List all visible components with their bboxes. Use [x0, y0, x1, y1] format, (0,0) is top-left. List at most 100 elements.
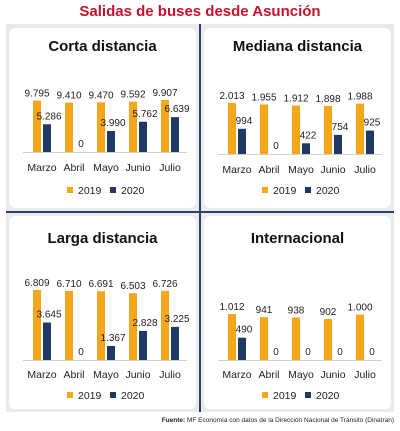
x-tick-label: Mayo — [288, 164, 314, 176]
legend-label-2020: 2020 — [121, 390, 145, 402]
bar-2020 — [366, 130, 374, 154]
bar-2019 — [97, 102, 105, 152]
bar-2019 — [65, 102, 73, 152]
legend-label-2019: 2019 — [273, 185, 297, 197]
legend-swatch-2020 — [110, 392, 116, 398]
bar-chart: 9.795 5.286 Marzo 9.410 0 Abril 9.470 3.990 Mayo… — [23, 88, 190, 197]
legend-label-2020: 2020 — [121, 185, 145, 197]
data-label-2019: 1.012 — [219, 302, 244, 313]
bar-chart: 1.012 490 Marzo 941 0 Abril 938 0 Mayo 902 0 Junio 1… — [218, 302, 382, 402]
bar-2020 — [238, 337, 246, 360]
bar-2019 — [33, 100, 41, 152]
bar-2019 — [228, 103, 236, 154]
data-label-2020: 6.639 — [164, 104, 189, 115]
bar-2020 — [139, 330, 147, 360]
legend-label-2020: 2020 — [316, 185, 340, 197]
legend-swatch-2020 — [305, 392, 311, 398]
source-note: Fuente: MF Economía con datos de la Dire… — [162, 417, 394, 424]
data-label-2020: 0 — [273, 347, 279, 358]
data-label-2020: 0 — [305, 347, 311, 358]
bar-2020 — [171, 117, 179, 152]
data-label-2019: 6.691 — [88, 279, 113, 290]
legend-label-2019: 2019 — [78, 390, 102, 402]
data-label-2020: 0 — [369, 347, 375, 358]
legend-swatch-2019 — [262, 392, 268, 398]
data-label-2020: 0 — [78, 347, 84, 358]
x-tick-label: Abril — [258, 369, 279, 381]
chart-title: Larga distancia — [47, 230, 158, 247]
source-text: MF Economía con datos de la Dirección Na… — [186, 417, 394, 424]
data-label-2020: 5.286 — [36, 111, 61, 122]
data-label-2019: 1.988 — [347, 92, 372, 103]
x-tick-label: Julio — [159, 162, 181, 174]
bar-2020 — [334, 134, 342, 154]
bar-2019 — [228, 314, 236, 360]
data-label-2020: 3.645 — [36, 310, 61, 321]
bar-chart: 6.809 3.645 Marzo 6.710 0 Abril 6.691 1.367 Mayo… — [23, 278, 190, 402]
legend-label-2019: 2019 — [78, 185, 102, 197]
vertical-divider — [199, 24, 201, 412]
legend-label-2019: 2019 — [273, 390, 297, 402]
x-tick-label: Mayo — [93, 369, 119, 381]
bar-2019 — [260, 317, 268, 360]
data-label-2019: 938 — [288, 305, 305, 316]
chart-panel-corta: Corta distancia 9.795 5.286 Marzo 9.410 0 Abr… — [9, 28, 196, 208]
chart-panel-internacional: Internacional 1.012 490 Marzo 941 0 Abril 938 0… — [204, 216, 391, 409]
page-title: Salidas de buses desde Asunción — [79, 3, 321, 20]
data-label-2020: 0 — [78, 139, 84, 150]
x-tick-label: Marzo — [222, 369, 251, 381]
data-label-2019: 1.912 — [283, 94, 308, 105]
bar-2019 — [356, 314, 364, 360]
legend-swatch-2019 — [67, 187, 73, 193]
x-tick-label: Marzo — [27, 369, 56, 381]
data-label-2019: 902 — [320, 307, 337, 318]
legend-swatch-2020 — [110, 187, 116, 193]
x-tick-label: Junio — [320, 369, 345, 381]
bar-2019 — [161, 290, 169, 360]
x-tick-label: Mayo — [93, 162, 119, 174]
x-tick-label: Abril — [258, 164, 279, 176]
bar-2019 — [356, 103, 364, 154]
bar-2019 — [129, 293, 137, 360]
bar-2019 — [161, 100, 169, 152]
bar-2020 — [43, 124, 51, 152]
x-tick-label: Julio — [354, 369, 376, 381]
data-label-2019: 9.470 — [88, 90, 113, 101]
x-tick-label: Marzo — [222, 164, 251, 176]
data-label-2020: 1.367 — [100, 333, 125, 344]
x-tick-label: Junio — [320, 164, 345, 176]
bar-chart: 2.013 994 Marzo 1.955 0 Abril 1.912 422 Mayo 1.89… — [218, 91, 382, 197]
data-label-2020: 754 — [332, 122, 349, 133]
bar-2020 — [139, 121, 147, 152]
data-label-2020: 0 — [273, 141, 279, 152]
data-label-2019: 6.726 — [152, 279, 177, 290]
data-label-2019: 6.503 — [120, 281, 145, 292]
chart-title: Mediana distancia — [232, 38, 363, 55]
bar-2019 — [129, 101, 137, 152]
x-tick-label: Marzo — [27, 162, 56, 174]
data-label-2019: 9.410 — [56, 91, 81, 102]
data-label-2020: 3.225 — [164, 314, 189, 325]
x-tick-label: Junio — [125, 369, 150, 381]
legend-label-2020: 2020 — [316, 390, 340, 402]
chart-title: Corta distancia — [48, 38, 157, 55]
x-tick-label: Mayo — [288, 369, 314, 381]
data-label-2019: 9.795 — [24, 89, 49, 100]
chart-panel-mediana: Mediana distancia 2.013 994 Marzo 1.955 0 Abr… — [204, 28, 391, 208]
data-label-2019: 1.955 — [251, 92, 276, 103]
data-label-2020: 422 — [300, 130, 317, 141]
data-label-2019: 6.710 — [56, 279, 81, 290]
data-label-2020: 5.762 — [132, 109, 157, 120]
bar-2019 — [260, 104, 268, 154]
x-tick-label: Julio — [159, 369, 181, 381]
data-label-2020: 490 — [236, 325, 253, 336]
data-label-2020: 2.828 — [132, 318, 157, 329]
data-label-2020: 925 — [364, 118, 381, 129]
data-label-2020: 994 — [236, 116, 253, 127]
bar-2019 — [65, 291, 73, 360]
data-label-2019: 6.809 — [24, 278, 49, 289]
bar-2019 — [97, 291, 105, 360]
bar-2020 — [107, 131, 115, 152]
legend-swatch-2019 — [262, 187, 268, 193]
data-label-2019: 1.898 — [315, 94, 340, 105]
